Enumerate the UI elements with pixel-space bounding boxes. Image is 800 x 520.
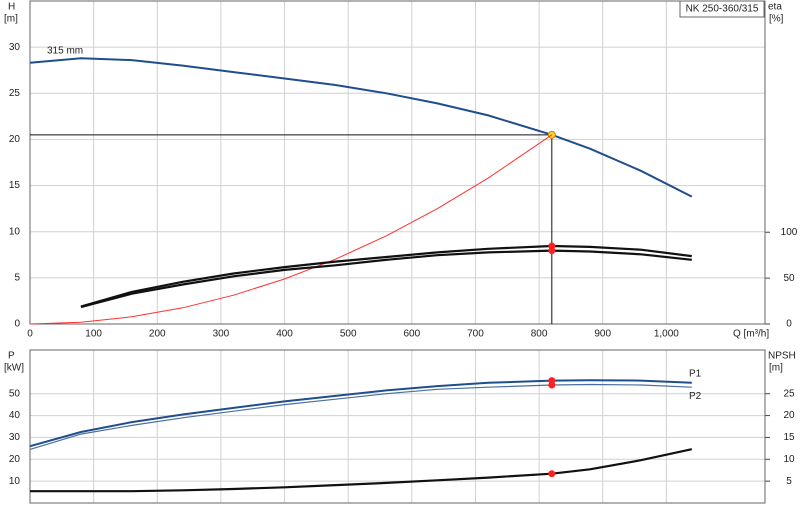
y-tick-label: 40 xyxy=(9,410,21,421)
y-tick-label: 15 xyxy=(9,180,21,191)
y-tick-label: 10 xyxy=(9,476,21,487)
series-label: 315 mm xyxy=(47,45,83,56)
x-tick-label: 300 xyxy=(213,329,230,340)
y2-tick-label: 0 xyxy=(786,319,792,330)
curve xyxy=(29,57,693,198)
y-tick-label: 30 xyxy=(9,432,21,443)
y-label: H xyxy=(8,2,15,13)
y-tick-label: 0 xyxy=(14,319,20,330)
x-tick-label: 400 xyxy=(276,329,293,340)
series-label: P2 xyxy=(689,391,702,402)
curve xyxy=(30,448,693,493)
operating-point xyxy=(547,130,556,139)
y2-tick-label: 5 xyxy=(786,476,792,487)
operating-point xyxy=(548,470,556,478)
curve xyxy=(29,379,692,448)
x-tick-label: 800 xyxy=(531,329,548,340)
x-tick-label: 100 xyxy=(85,329,102,340)
y-unit: [kW] xyxy=(4,363,24,374)
curve xyxy=(80,244,692,308)
y-tick-label: 50 xyxy=(9,388,21,399)
y2-tick-label: 10 xyxy=(783,454,795,465)
y2-tick-label: 100 xyxy=(781,227,798,238)
y2-tick-label: 50 xyxy=(783,273,795,284)
series-label: P1 xyxy=(689,368,702,379)
y2-label: eta xyxy=(768,2,782,13)
y-tick-label: 5 xyxy=(14,272,20,283)
y2-unit: [m] xyxy=(769,363,783,374)
y-label: P xyxy=(8,351,15,362)
plot-frame xyxy=(29,349,766,504)
y-unit: [m] xyxy=(4,14,18,25)
y2-unit: [%] xyxy=(769,14,784,25)
x-label: Q [m³/h] xyxy=(733,329,769,340)
curve xyxy=(29,134,553,325)
chart-title: NK 250-360/315 xyxy=(686,4,759,15)
y2-tick-label: 20 xyxy=(783,410,795,421)
curve xyxy=(80,249,692,309)
y2-label: NPSH xyxy=(768,351,796,362)
x-tick-label: 0 xyxy=(27,329,33,340)
x-tick-label: 700 xyxy=(467,329,484,340)
y-tick-label: 30 xyxy=(9,42,21,53)
curve xyxy=(29,383,692,450)
operating-point xyxy=(548,247,556,255)
x-tick-label: 1,000 xyxy=(654,329,679,340)
title-box xyxy=(679,0,765,18)
y-tick-label: 20 xyxy=(9,454,21,465)
operating-point xyxy=(548,381,556,389)
y-tick-label: 25 xyxy=(9,88,21,99)
x-tick-label: 600 xyxy=(403,329,420,340)
y-tick-label: 10 xyxy=(9,226,21,237)
y2-tick-label: 25 xyxy=(783,388,795,399)
x-tick-label: 900 xyxy=(594,329,611,340)
plot-frame xyxy=(29,0,766,325)
y-tick-label: 20 xyxy=(9,134,21,145)
y2-tick-label: 15 xyxy=(783,432,795,443)
x-tick-label: 500 xyxy=(340,329,357,340)
x-tick-label: 200 xyxy=(149,329,166,340)
